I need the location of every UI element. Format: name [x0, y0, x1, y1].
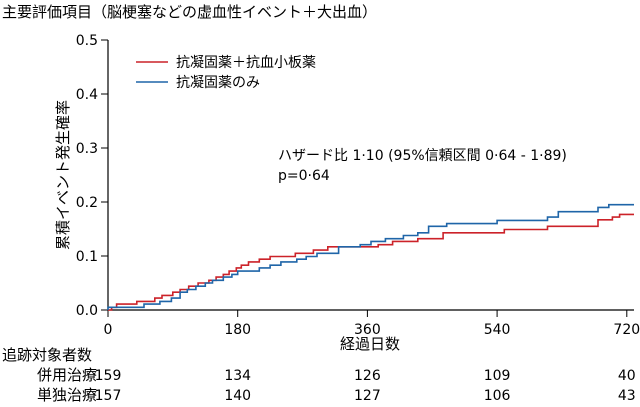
series-line-1 [108, 213, 634, 311]
risk-table-cell: 43 [618, 388, 636, 404]
risk-table-cell: 140 [224, 388, 251, 404]
risk-table-cell: 159 [95, 368, 122, 384]
x-tick-label: 540 [484, 322, 511, 338]
risk-table-cell: 134 [224, 368, 251, 384]
y-tick-label: 0.3 [76, 141, 98, 157]
risk-table-cell: 126 [354, 368, 381, 384]
series-line-2 [107, 203, 634, 310]
risk-table-cell: 157 [95, 388, 122, 404]
risk-row-label: 単独治療 [37, 386, 97, 404]
risk-table-cell: 109 [484, 368, 511, 384]
chart-title: 主要評価項目（脳梗塞などの虚血性イベント＋大出血） [2, 3, 377, 21]
x-tick-label: 0 [104, 322, 113, 338]
risk-table-cell: 106 [484, 388, 511, 404]
hazard-ratio-annotation: ハザード比 1·10 (95%信頼区間 0·64 - 1·89) [278, 148, 567, 164]
legend-label: 抗凝固薬のみ [176, 75, 260, 91]
x-axis-ticks: 0 180 360 540 720 [104, 310, 640, 338]
x-tick-label: 180 [224, 322, 251, 338]
x-axis-label: 経過日数 [340, 335, 400, 353]
y-tick-label: 0.1 [76, 249, 98, 265]
risk-table-cell: 40 [618, 368, 636, 384]
survival-curves [107, 203, 634, 311]
y-tick-label: 0.0 [76, 303, 98, 319]
risk-row-label: 併用治療 [37, 366, 97, 384]
x-tick-label: 720 [613, 322, 640, 338]
y-tick-label: 0.5 [76, 33, 98, 49]
risk-table-cell: 127 [354, 388, 381, 404]
y-axis-label: 累積イベント発生確率 [54, 100, 72, 250]
x-tick-label: 360 [354, 322, 381, 338]
y-axis-ticks: 0.0 0.1 0.2 0.3 0.4 0.5 [76, 33, 108, 319]
risk-table-title: 追跡対象者数 [2, 346, 92, 364]
p-value-annotation: p=0·64 [278, 168, 330, 184]
y-tick-label: 0.2 [76, 195, 98, 211]
risk-table: 追跡対象者数 併用治療 単独治療 159 134 126 109 40 157 140 127… [2, 346, 636, 404]
legend-label: 抗凝固薬＋抗血小板薬 [176, 55, 316, 71]
y-tick-label: 0.4 [76, 87, 98, 103]
plot-area [107, 40, 634, 311]
